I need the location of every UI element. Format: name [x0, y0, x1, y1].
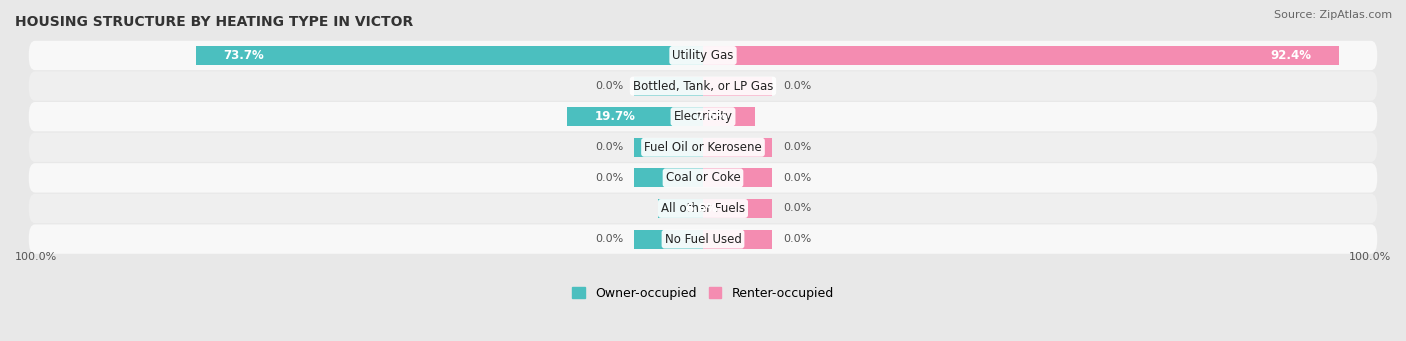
- FancyBboxPatch shape: [28, 133, 1378, 162]
- FancyBboxPatch shape: [28, 194, 1378, 223]
- Bar: [634, 229, 703, 249]
- Bar: [703, 46, 1339, 65]
- Bar: [703, 138, 772, 157]
- Text: 100.0%: 100.0%: [15, 252, 58, 262]
- Text: 0.0%: 0.0%: [595, 81, 623, 91]
- Bar: [703, 229, 772, 249]
- Text: Fuel Oil or Kerosene: Fuel Oil or Kerosene: [644, 141, 762, 154]
- Text: 0.0%: 0.0%: [595, 173, 623, 183]
- Bar: [634, 138, 703, 157]
- Bar: [195, 46, 703, 65]
- FancyBboxPatch shape: [28, 71, 1378, 101]
- Text: 0.0%: 0.0%: [783, 81, 811, 91]
- Bar: [703, 199, 772, 218]
- Text: 92.4%: 92.4%: [1270, 49, 1312, 62]
- Text: 0.0%: 0.0%: [783, 234, 811, 244]
- Text: 0.0%: 0.0%: [783, 204, 811, 213]
- Text: 19.7%: 19.7%: [595, 110, 636, 123]
- Text: Utility Gas: Utility Gas: [672, 49, 734, 62]
- Bar: [703, 77, 772, 95]
- Text: HOUSING STRUCTURE BY HEATING TYPE IN VICTOR: HOUSING STRUCTURE BY HEATING TYPE IN VIC…: [15, 15, 413, 29]
- Text: Bottled, Tank, or LP Gas: Bottled, Tank, or LP Gas: [633, 79, 773, 92]
- Bar: [703, 107, 755, 126]
- Text: 100.0%: 100.0%: [1348, 252, 1391, 262]
- Bar: [658, 199, 703, 218]
- Text: 0.0%: 0.0%: [595, 142, 623, 152]
- Text: 0.0%: 0.0%: [783, 173, 811, 183]
- Text: Electricity: Electricity: [673, 110, 733, 123]
- Text: 0.0%: 0.0%: [783, 142, 811, 152]
- Text: 6.6%: 6.6%: [685, 202, 718, 215]
- Text: 73.7%: 73.7%: [224, 49, 264, 62]
- Bar: [703, 168, 772, 187]
- FancyBboxPatch shape: [28, 102, 1378, 131]
- Text: Coal or Coke: Coal or Coke: [665, 172, 741, 184]
- Bar: [634, 168, 703, 187]
- Text: Source: ZipAtlas.com: Source: ZipAtlas.com: [1274, 10, 1392, 20]
- Bar: [634, 77, 703, 95]
- Text: No Fuel Used: No Fuel Used: [665, 233, 741, 246]
- FancyBboxPatch shape: [28, 224, 1378, 254]
- FancyBboxPatch shape: [28, 41, 1378, 70]
- Text: 0.0%: 0.0%: [595, 234, 623, 244]
- Legend: Owner-occupied, Renter-occupied: Owner-occupied, Renter-occupied: [572, 287, 834, 300]
- Text: All other Fuels: All other Fuels: [661, 202, 745, 215]
- Text: 7.6%: 7.6%: [695, 110, 728, 123]
- FancyBboxPatch shape: [28, 163, 1378, 193]
- Bar: [568, 107, 703, 126]
